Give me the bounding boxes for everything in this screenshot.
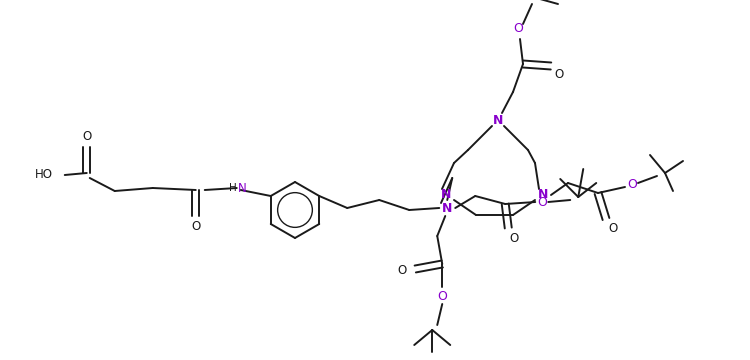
Text: N: N bbox=[538, 189, 548, 202]
Text: N: N bbox=[442, 202, 452, 215]
Text: O: O bbox=[608, 222, 618, 235]
Text: O: O bbox=[437, 291, 447, 303]
Text: O: O bbox=[554, 68, 564, 81]
Text: O: O bbox=[509, 231, 519, 244]
Text: O: O bbox=[398, 265, 406, 278]
Text: O: O bbox=[537, 195, 548, 208]
Text: H: H bbox=[229, 183, 237, 193]
Text: N: N bbox=[238, 181, 246, 194]
Text: N: N bbox=[441, 189, 452, 202]
Text: HO: HO bbox=[34, 168, 53, 181]
Text: O: O bbox=[82, 130, 92, 144]
Text: O: O bbox=[513, 22, 523, 36]
Text: O: O bbox=[627, 179, 637, 192]
Text: O: O bbox=[191, 220, 200, 233]
Text: N: N bbox=[493, 113, 503, 126]
